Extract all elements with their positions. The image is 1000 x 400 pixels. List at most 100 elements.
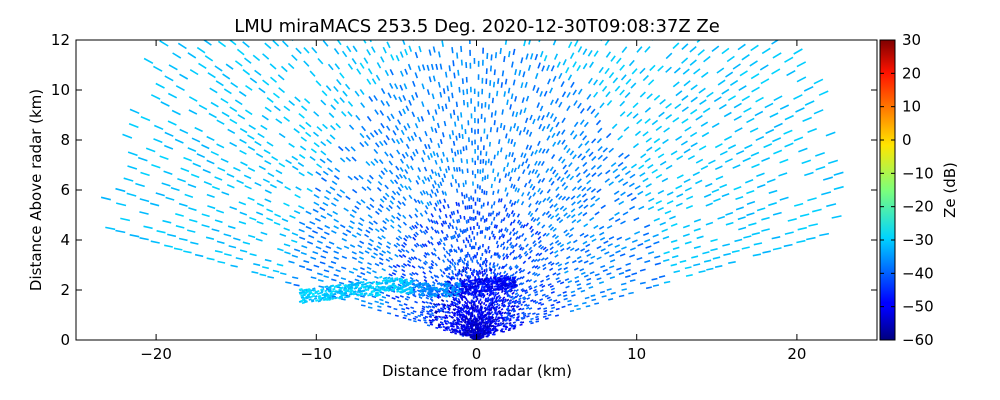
reflectivity-dash — [470, 333, 474, 337]
reflectivity-dash — [407, 234, 412, 239]
reflectivity-dash — [741, 246, 750, 250]
reflectivity-dash — [632, 102, 639, 109]
reflectivity-dash — [670, 223, 678, 227]
reflectivity-dash — [370, 160, 376, 166]
reflectivity-dash — [507, 309, 511, 312]
reflectivity-dash — [360, 304, 366, 307]
reflectivity-dash — [412, 294, 417, 298]
reflectivity-dash — [453, 248, 456, 253]
reflectivity-dash — [163, 170, 173, 176]
reflectivity-dash — [651, 168, 658, 174]
reflectivity-dash — [503, 276, 507, 280]
reflectivity-dash — [571, 186, 577, 192]
reflectivity-dash — [347, 100, 354, 107]
reflectivity-dash — [430, 189, 434, 194]
reflectivity-dash — [468, 312, 472, 316]
reflectivity-dash — [336, 291, 340, 294]
reflectivity-dash — [433, 206, 437, 212]
reflectivity-dash — [440, 222, 444, 227]
reflectivity-dash — [647, 205, 655, 211]
reflectivity-dash — [229, 141, 238, 148]
reflectivity-dash — [123, 177, 134, 182]
reflectivity-dash — [490, 112, 493, 118]
reflectivity-dash — [567, 41, 573, 49]
reflectivity-dash — [566, 105, 571, 112]
reflectivity-dash — [428, 49, 432, 56]
reflectivity-dash — [438, 240, 442, 245]
reflectivity-dash — [421, 179, 426, 185]
reflectivity-dash — [515, 300, 519, 304]
reflectivity-dash — [384, 282, 389, 285]
reflectivity-dash — [653, 217, 661, 222]
reflectivity-dash — [285, 159, 292, 165]
reflectivity-dash — [239, 127, 248, 134]
reflectivity-dash — [665, 114, 673, 120]
reflectivity-dash — [153, 138, 163, 144]
reflectivity-dash — [505, 292, 509, 296]
colorbar-tick-label: 30 — [902, 31, 921, 49]
reflectivity-dash — [485, 217, 488, 222]
reflectivity-dash — [689, 59, 697, 66]
reflectivity-dash — [384, 278, 388, 282]
reflectivity-dash — [630, 82, 637, 89]
reflectivity-dash — [626, 192, 633, 198]
reflectivity-dash — [590, 188, 597, 193]
reflectivity-dash — [452, 60, 455, 67]
reflectivity-dash — [399, 84, 404, 91]
reflectivity-dash — [711, 122, 720, 128]
reflectivity-dash — [505, 316, 509, 320]
reflectivity-dash — [486, 292, 489, 296]
reflectivity-dash — [546, 64, 550, 71]
reflectivity-dash — [230, 82, 239, 89]
reflectivity-dash — [464, 305, 468, 309]
reflectivity-dash — [313, 201, 320, 206]
reflectivity-dash — [546, 196, 551, 201]
reflectivity-dash — [527, 255, 532, 260]
reflectivity-dash — [461, 332, 465, 335]
reflectivity-dash — [437, 324, 441, 327]
reflectivity-dash — [654, 255, 661, 259]
reflectivity-dash — [657, 206, 664, 212]
reflectivity-dash — [363, 140, 369, 147]
reflectivity-dash — [442, 271, 446, 275]
reflectivity-dash — [807, 197, 817, 202]
reflectivity-dash — [450, 288, 454, 291]
reflectivity-dash — [409, 276, 414, 281]
reflectivity-dash — [352, 188, 358, 194]
reflectivity-dash — [591, 172, 597, 178]
reflectivity-dash — [550, 303, 555, 307]
reflectivity-dash — [404, 280, 409, 284]
reflectivity-dash — [552, 75, 557, 82]
reflectivity-dash — [486, 324, 489, 328]
reflectivity-dash — [484, 323, 487, 327]
reflectivity-dash — [390, 195, 396, 201]
reflectivity-dash — [563, 144, 568, 151]
reflectivity-dash — [401, 244, 406, 249]
reflectivity-dash — [351, 209, 357, 214]
reflectivity-dash — [566, 246, 571, 251]
reflectivity-dash — [620, 191, 626, 197]
reflectivity-dash — [256, 202, 265, 207]
reflectivity-dash — [394, 125, 399, 131]
reflectivity-dash — [405, 306, 410, 310]
reflectivity-dash — [454, 151, 457, 157]
reflectivity-dash — [312, 287, 316, 290]
reflectivity-dash — [486, 288, 490, 291]
reflectivity-dash — [755, 96, 764, 103]
reflectivity-dash — [564, 278, 570, 282]
reflectivity-dash — [541, 284, 546, 289]
reflectivity-dash — [448, 293, 453, 297]
reflectivity-dash — [352, 292, 356, 295]
reflectivity-dash — [274, 213, 281, 218]
reflectivity-dash — [464, 269, 467, 274]
reflectivity-dash — [571, 201, 576, 206]
reflectivity-dash — [458, 314, 462, 317]
reflectivity-dash — [684, 126, 692, 132]
reflectivity-dash — [421, 289, 426, 293]
reflectivity-dash — [386, 41, 391, 49]
reflectivity-dash — [586, 179, 592, 185]
reflectivity-dash — [430, 259, 435, 264]
reflectivity-dash — [761, 157, 770, 162]
reflectivity-dash — [492, 262, 496, 266]
reflectivity-dash — [434, 278, 439, 283]
